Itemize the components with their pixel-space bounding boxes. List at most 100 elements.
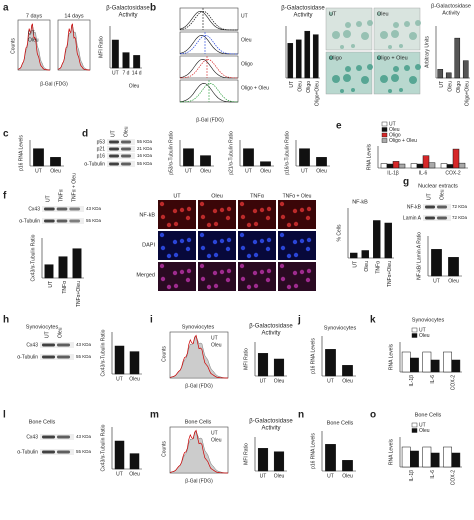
bar [114, 345, 125, 375]
label: 55 KDa [137, 139, 153, 144]
nucleus [160, 214, 166, 220]
bar [325, 349, 336, 377]
label: Bone Cells [415, 412, 442, 418]
nucleus [179, 207, 185, 213]
bar [273, 451, 285, 472]
cell [340, 89, 344, 93]
x-tick-label: Oleu [200, 168, 211, 174]
cell [329, 56, 333, 60]
cell [391, 30, 399, 38]
label: p16 [97, 153, 106, 159]
nucleus [279, 263, 285, 269]
nucleus [160, 276, 166, 282]
bar [401, 446, 411, 468]
x-tick-label: IL-1β [387, 170, 399, 176]
x-tick-label: COX-2 [450, 375, 456, 391]
label: Oleu [211, 437, 222, 443]
blot-band [425, 216, 435, 220]
x-tick-label: UT [260, 378, 267, 384]
panel-letter: j [297, 315, 301, 326]
cell [391, 74, 399, 82]
x-tick-label: Oligo+Oleu [315, 81, 321, 106]
nucleus [280, 214, 286, 220]
label: Synoviocytes [26, 324, 59, 330]
x-tick-label: TNFα [376, 261, 382, 274]
panel-letter: d [82, 129, 88, 140]
bar [398, 163, 406, 169]
x-tick-label: UT [260, 473, 267, 479]
y-axis-label: p16 RNA Levels [18, 135, 24, 171]
legend-swatch [411, 327, 418, 333]
nucleus [305, 277, 311, 283]
blot-band [44, 207, 55, 211]
bar [304, 30, 311, 79]
legend-swatch [381, 121, 388, 127]
histogram [180, 58, 238, 79]
nucleus [219, 238, 225, 244]
cell [367, 64, 373, 70]
x-tick-label: Oleu [342, 378, 353, 384]
nucleus [179, 269, 185, 275]
cell [343, 30, 351, 38]
nucleus [279, 232, 285, 238]
nucleus [305, 215, 311, 221]
cell [393, 66, 399, 72]
nucleus [306, 237, 312, 243]
blot-band [42, 355, 55, 359]
cell [367, 20, 373, 26]
nucleus [279, 201, 285, 207]
panel-letter: l [3, 410, 6, 421]
label: UT [241, 13, 248, 19]
nucleus [299, 269, 305, 275]
label: Oligo + Oleu [241, 85, 269, 91]
cell [332, 75, 340, 83]
bar [410, 163, 418, 169]
label: NF-kB [407, 204, 422, 210]
bar [431, 249, 442, 277]
nucleus [199, 232, 205, 238]
nucleus [185, 246, 191, 252]
label: 55 KDa [137, 161, 153, 166]
bar [448, 257, 459, 277]
blot-band [42, 450, 55, 454]
cell [377, 12, 381, 16]
nucleus [226, 206, 232, 212]
nucleus [166, 253, 172, 259]
cell [404, 21, 410, 27]
nucleus [280, 245, 286, 251]
nucleus [306, 268, 312, 274]
x-tick-label: UT [245, 168, 252, 174]
legend-swatch [381, 132, 388, 138]
panel-letter: k [370, 315, 376, 326]
x-tick-label: UT [116, 376, 123, 382]
x-tick-label: UT [185, 168, 192, 174]
nucleus [265, 246, 271, 252]
cell [351, 88, 355, 92]
panel-letter: o [370, 410, 376, 421]
bar [428, 162, 436, 169]
x-tick-label: Oleu [364, 261, 370, 272]
label: UT [211, 430, 218, 436]
legend-label: Oligo [389, 132, 401, 138]
x-tick-label: Oleu [50, 168, 61, 174]
x-tick-label: UT [327, 473, 334, 479]
bar [312, 34, 319, 79]
histogram [179, 58, 238, 79]
nucleus [225, 277, 231, 283]
nucleus [199, 263, 205, 269]
legend-label: Oleu [419, 428, 430, 434]
label: UT [45, 195, 51, 202]
blot-band [109, 154, 119, 158]
blot-band [57, 450, 70, 454]
y-axis-label: MFI Ratio [98, 36, 104, 58]
histogram-frame [179, 7, 239, 31]
label: Oligo [241, 61, 253, 67]
label: β-Galactosidase [431, 3, 471, 9]
x-tick-label: 7 d [123, 70, 130, 76]
x-tick-label: 14 d [132, 70, 142, 76]
cell [329, 12, 333, 16]
nucleus [186, 268, 192, 274]
nucleus [252, 270, 258, 276]
histogram-oleu [169, 334, 228, 379]
y-axis-label: p21/α-Tubulin Ratio [228, 131, 234, 175]
